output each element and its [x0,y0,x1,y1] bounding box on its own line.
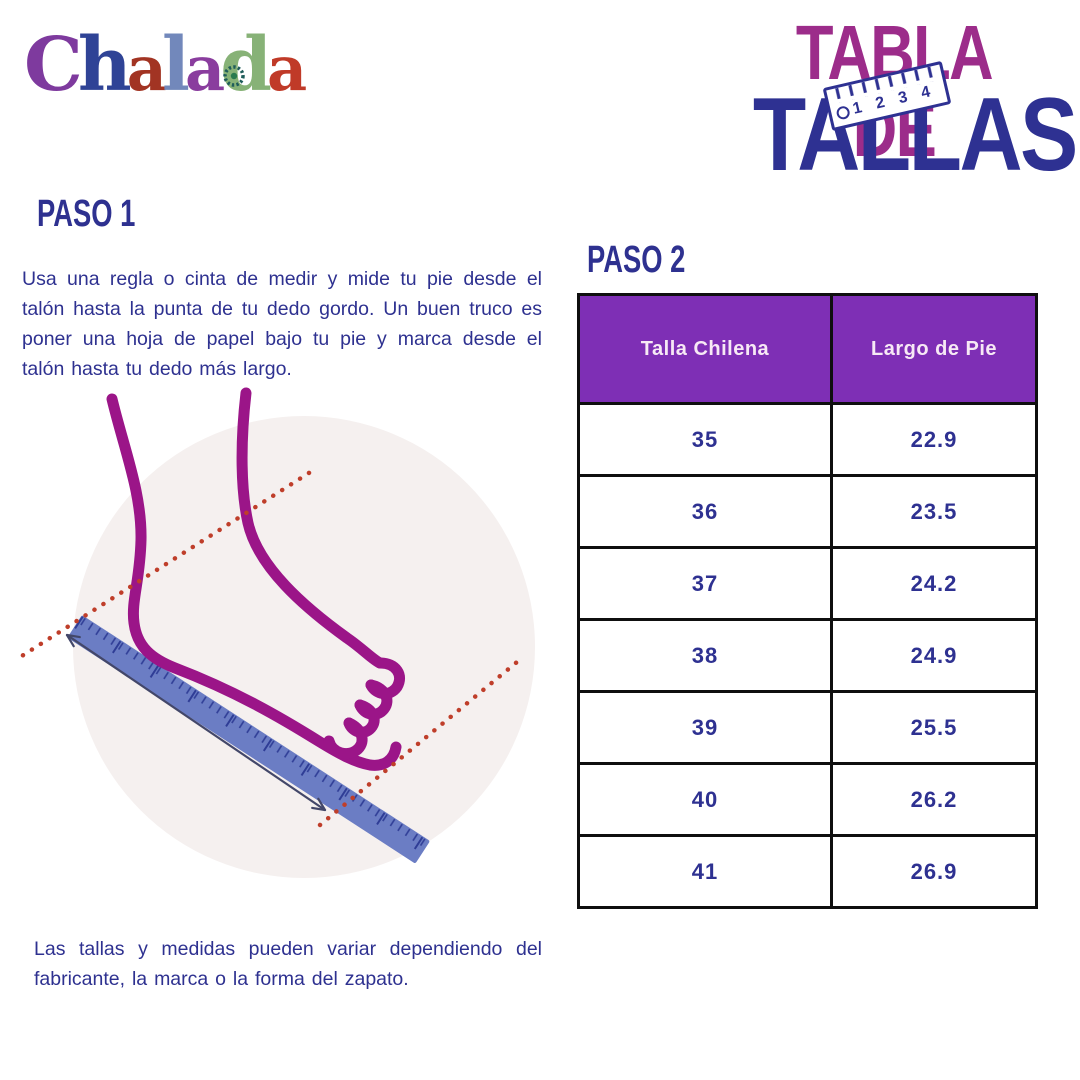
largo-cell: 26.9 [830,834,1038,909]
brand-logo: Chalad a [24,18,307,108]
talla-cell: 37 [577,546,833,621]
size-table: Talla Chilena Largo de Pie 35 22.9 36 23… [577,293,1038,909]
table-row: 39 25.5 [577,690,1038,765]
talla-cell: 40 [577,762,833,837]
foot-measurement-illustration [20,387,535,878]
table-row: 35 22.9 [577,402,1038,477]
tape-zero-mark [835,104,851,121]
largo-cell: 22.9 [830,402,1038,477]
size-table-header-row: Talla Chilena Largo de Pie [577,293,1038,405]
measure-mark-lines [20,468,520,828]
foot-front-leg-instep [236,387,386,669]
step1-heading: PASO 1 [37,193,136,235]
tape-ticks [830,65,939,105]
table-row: 37 24.2 [577,546,1038,621]
measuring-tape-icon: 1 2 3 4 [822,60,952,132]
ruler [67,615,431,864]
page-title: TABLA DE TALLAS 1 2 3 4 [726,14,1078,204]
logo-letter-a3: a [266,32,307,105]
largo-cell: 26.2 [830,762,1038,837]
ruler-long-ticks [67,615,431,864]
arrow-head-end [311,797,327,812]
background-circle [73,416,535,878]
largo-cell: 24.2 [830,546,1038,621]
logo-letter-d-glyph: d [220,22,272,108]
largo-cell: 25.5 [830,690,1038,765]
header-cell-talla: Talla Chilena [577,293,833,405]
logo-flower-icon [223,65,245,87]
toe-curl-4 [323,717,368,760]
foot-outline [106,387,405,771]
toe-mark-line [317,659,520,828]
logo-letter-c: C [24,22,83,108]
disclaimer-text: Las tallas y medidas pueden variar depen… [34,937,542,990]
logo-letter-l: l [161,22,190,108]
step1-description: Usa una regla o cinta de medir y mide tu… [22,267,542,380]
talla-cell: 38 [577,618,833,693]
arrow-shaft [65,633,327,812]
table-row: 38 24.9 [577,618,1038,693]
logo-letter-d: d [220,18,272,113]
measurement-arrow [65,633,327,812]
arrow-head-start [65,633,81,648]
logo-letter-h: h [77,22,132,108]
step2-heading: PASO 2 [587,239,686,281]
foot-back-and-sole [106,393,402,771]
logo-letter-a2: a [185,32,225,105]
largo-cell: 23.5 [830,474,1038,549]
table-row: 40 26.2 [577,762,1038,837]
table-row: 36 23.5 [577,474,1038,549]
talla-cell: 35 [577,402,833,477]
talla-cell: 41 [577,834,833,909]
header-cell-largo: Largo de Pie [830,293,1038,405]
talla-cell: 39 [577,690,833,765]
table-row: 41 26.9 [577,834,1038,909]
logo-letter-a1: a [126,32,167,105]
largo-cell: 24.9 [830,618,1038,693]
size-table-container: Talla Chilena Largo de Pie 35 22.9 36 23… [577,293,1038,909]
talla-cell: 36 [577,474,833,549]
